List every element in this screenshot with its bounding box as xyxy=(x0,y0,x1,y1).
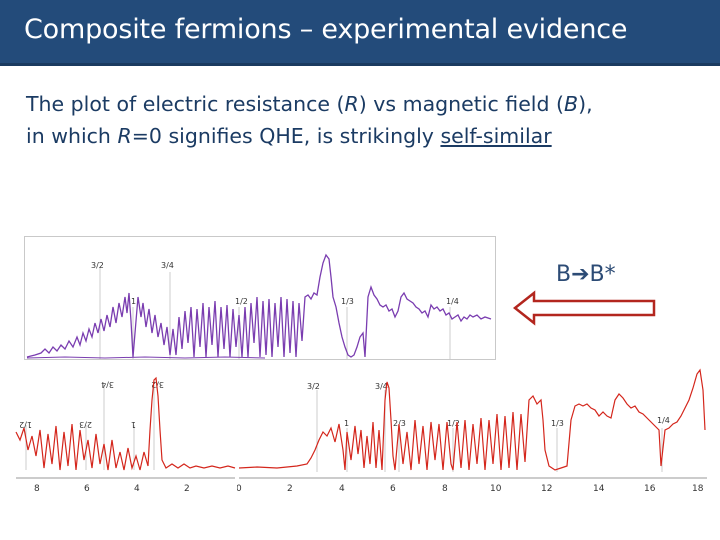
plot-br-tick-2: 2 xyxy=(287,484,293,494)
plot-top-trace xyxy=(26,253,492,358)
plot-bl-label-3: 1/2 xyxy=(19,420,32,429)
body-text-1-r: R xyxy=(344,92,359,116)
plot-top-low-trace xyxy=(26,356,266,359)
slide-title: Composite fermions – experimental eviden… xyxy=(24,14,628,45)
plot-bl-tick-2: 6 xyxy=(84,484,90,494)
b-label: B xyxy=(556,262,572,287)
body-text-1b: ) vs magnetic field ( xyxy=(358,92,565,116)
plot-br-tick-6: 6 xyxy=(390,484,396,494)
plot-top-purple: 3/2 3/4 1 1/2 1/3 1/4 xyxy=(24,236,496,360)
plot-br-tick-16: 16 xyxy=(644,484,656,494)
plot-br-label-2: 3/4 xyxy=(375,382,388,391)
left-arrow-icon xyxy=(512,290,656,326)
plot-br-label-7: 1/4 xyxy=(657,416,670,425)
plot-top-label-2: 3/4 xyxy=(161,261,174,270)
plot-bl-tick-4: 2 xyxy=(184,484,190,494)
body-line-1: The plot of electric resistance (R) vs m… xyxy=(26,88,706,120)
plot-br-tick-8: 8 xyxy=(442,484,448,494)
plot-br-trace xyxy=(238,368,706,471)
body-text-2-r: R xyxy=(117,124,132,148)
body-text-2b: =0 signifies QHE, is strikingly xyxy=(131,124,441,148)
plot-br-label-4: 2/3 xyxy=(393,419,406,428)
plot-br-tick-4: 4 xyxy=(339,484,345,494)
body-text-2a: in which xyxy=(26,124,118,148)
plot-br-tick-10: 10 xyxy=(490,484,502,494)
plot-br-tick-18: 18 xyxy=(692,484,704,494)
body-text-1a: The plot of electric resistance ( xyxy=(26,92,345,116)
body-text-self-similar: self-similar xyxy=(440,124,552,148)
plot-top-label-3: 1 xyxy=(131,297,136,306)
plot-bl-guides xyxy=(25,385,155,470)
plot-br-label-5: 1/2 xyxy=(447,419,460,428)
plot-br-label-1: 3/2 xyxy=(307,382,320,391)
bstar-label: B* xyxy=(589,262,616,287)
plot-bottom-left-red: 3/4 3/2 1/2 2/3 1 8 6 4 2 xyxy=(14,360,237,495)
plot-bl-label-4: 2/3 xyxy=(79,420,92,429)
plot-top-label-6: 1/4 xyxy=(446,297,459,306)
slide-body-text: The plot of electric resistance (R) vs m… xyxy=(26,88,706,152)
plot-top-label-4: 1/2 xyxy=(235,297,248,306)
plot-bl-tick-3: 4 xyxy=(134,484,140,494)
plot-bl-trace xyxy=(15,376,236,471)
plot-top-label-1: 3/2 xyxy=(91,261,104,270)
right-arrow-icon: ➔ xyxy=(571,262,590,287)
body-text-1-b: B xyxy=(564,92,579,116)
b-to-bstar-label: B➔B* xyxy=(556,262,616,287)
plot-top-label-5: 1/3 xyxy=(341,297,354,306)
plot-br-label-6: 1/3 xyxy=(551,419,564,428)
title-bar: Composite fermions – experimental eviden… xyxy=(0,0,720,66)
plot-bottom-right-red: 3/2 3/4 1 2/3 1/2 1/3 1/4 0 2 4 6 8 10 1… xyxy=(236,360,709,495)
plot-bl-tick-1: 8 xyxy=(34,484,40,494)
plot-bottom-left-svg: 3/4 3/2 1/2 2/3 1 8 6 4 2 xyxy=(15,376,236,494)
plot-bl-label-2: 3/2 xyxy=(151,380,164,389)
plot-bl-label-5: 1 xyxy=(131,420,136,429)
plot-br-tick-12: 12 xyxy=(541,484,552,494)
plot-bottom-right-svg: 3/2 3/4 1 2/3 1/2 1/3 1/4 0 2 4 6 8 10 1… xyxy=(236,368,707,494)
plot-br-label-3: 1 xyxy=(344,419,349,428)
plot-top-svg: 3/2 3/4 1 1/2 1/3 1/4 xyxy=(26,253,492,359)
body-line-2: in which R=0 signifies QHE, is strikingl… xyxy=(26,120,706,152)
plot-bl-label-1: 3/4 xyxy=(101,380,114,389)
body-text-1c: ), xyxy=(578,92,593,116)
plot-br-tick-14: 14 xyxy=(593,484,605,494)
plot-br-tick-0: 0 xyxy=(237,484,242,494)
